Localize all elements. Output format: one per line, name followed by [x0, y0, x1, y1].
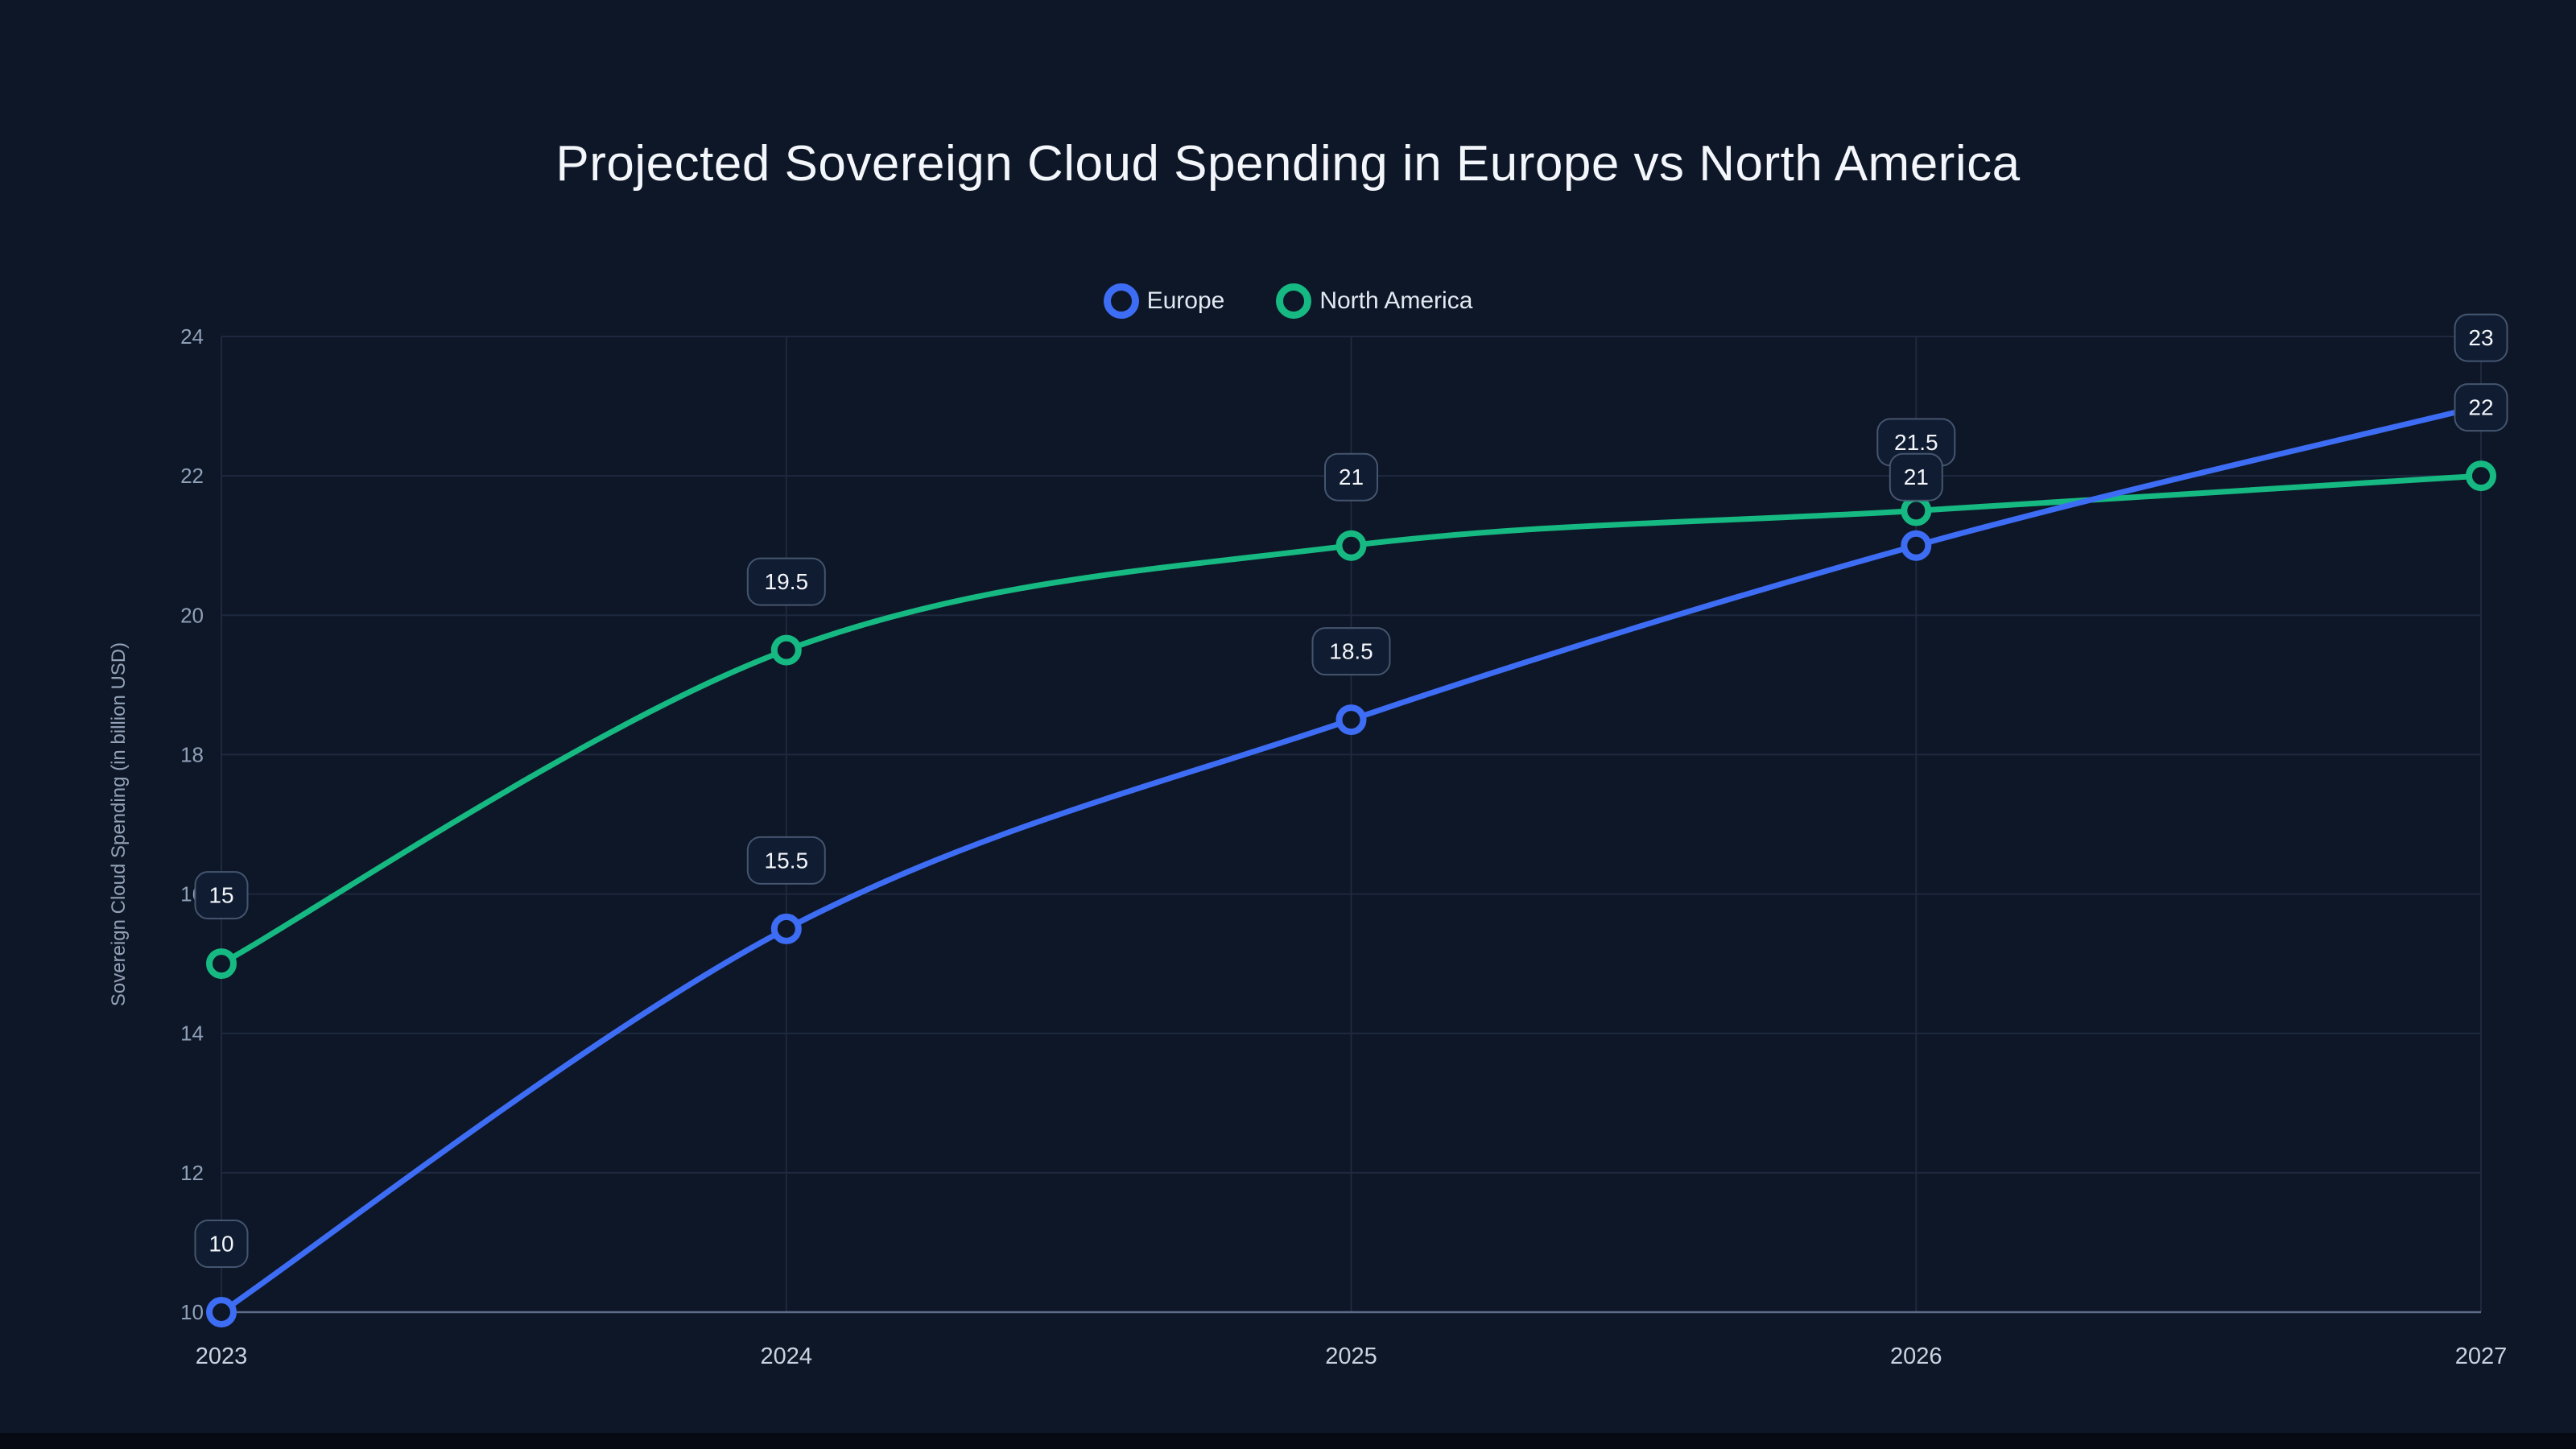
data-label-text: 10	[208, 1232, 233, 1257]
y-tick-label: 24	[180, 324, 204, 349]
data-label-text: 21	[1339, 464, 1364, 489]
data-label-text: 19.5	[765, 569, 809, 594]
data-label-pill-north-america-2025	[1324, 452, 1378, 502]
y-tick-label: 14	[180, 1022, 204, 1046]
x-tick-label: 2025	[1325, 1344, 1377, 1369]
data-label-pill-europe-2026	[1889, 452, 1943, 502]
y-tick-label: 12	[180, 1161, 204, 1185]
data-point-north-america-2026[interactable]	[1901, 495, 1932, 526]
data-label-pill-north-america-2024	[746, 557, 826, 606]
chart-legend: Europe North America	[0, 283, 2576, 319]
x-tick-label: 2026	[1890, 1344, 1942, 1369]
data-label-pill-europe-2024	[746, 836, 826, 885]
screen-bottom-edge	[0, 1433, 2576, 1449]
legend-item-europe[interactable]: Europe	[1103, 283, 1225, 319]
legend-label-north-america: North America	[1319, 287, 1473, 314]
data-label-text: 15.5	[765, 848, 809, 873]
data-point-north-america-2023[interactable]	[206, 948, 237, 980]
y-tick-label: 18	[180, 742, 204, 766]
europe-series-swatch-icon	[1103, 283, 1139, 319]
legend-item-north-america[interactable]: North America	[1276, 283, 1472, 319]
data-point-north-america-2027[interactable]	[2466, 460, 2496, 492]
data-label-text: 22	[2468, 395, 2493, 420]
data-label-pill-europe-2023	[194, 1220, 249, 1268]
north-america-series-swatch-icon	[1276, 283, 1312, 319]
data-label-pill-europe-2025	[1311, 627, 1391, 676]
data-label-pill-europe-2027	[2454, 313, 2508, 362]
data-label-text: 15	[208, 883, 233, 908]
x-tick-label: 2023	[196, 1344, 248, 1369]
data-label-text: 18.5	[1329, 639, 1373, 664]
data-point-north-america-2025[interactable]	[1335, 530, 1367, 561]
x-tick-label: 2027	[2455, 1344, 2508, 1369]
y-tick-label: 22	[180, 464, 204, 488]
chart-title: Projected Sovereign Cloud Spending in Eu…	[555, 135, 2021, 192]
data-point-europe-2023[interactable]	[206, 1297, 237, 1327]
data-label-pill-north-america-2027	[2454, 383, 2508, 432]
data-point-europe-2026[interactable]	[1901, 530, 1932, 561]
data-point-europe-2024[interactable]	[770, 913, 802, 944]
y-tick-label: 10	[180, 1300, 204, 1324]
data-point-europe-2025[interactable]	[1335, 704, 1367, 736]
y-tick-label: 20	[180, 603, 204, 627]
data-label-text: 23	[2468, 325, 2493, 350]
data-label-pill-north-america-2023	[194, 871, 249, 920]
x-tick-label: 2024	[761, 1344, 813, 1369]
data-label-text: 21.5	[1894, 430, 1938, 455]
legend-label-europe: Europe	[1146, 287, 1225, 314]
data-point-north-america-2024[interactable]	[770, 634, 802, 666]
data-label-text: 21	[1904, 464, 1929, 489]
